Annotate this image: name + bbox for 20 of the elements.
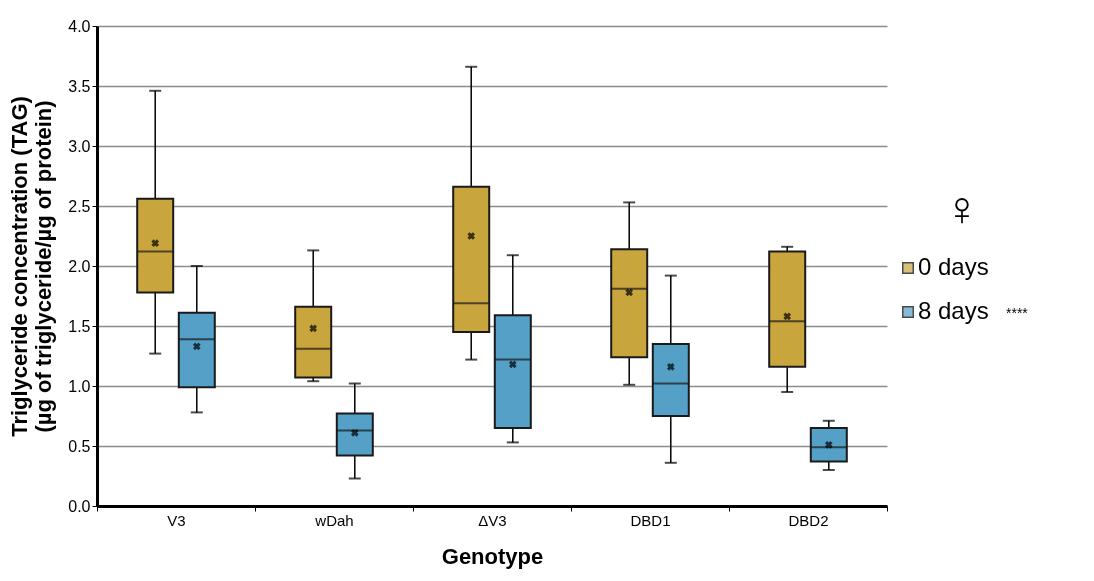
y-tick-label: 1.5 [68,317,91,335]
y-tick-label: 4.0 [68,17,91,35]
x-axis-title: Genotype [441,543,544,569]
legend-label: 8 days [918,297,989,324]
y-tick-label: 3.5 [68,77,91,95]
y-tick-label: 0.5 [68,437,91,455]
legend-title: ♀ [944,182,980,235]
y-tick-label: 0.0 [68,497,91,515]
y-tick-label: 2.0 [68,257,91,275]
x-tick-label: DBD1 [630,511,671,529]
x-tick-label: wDah [314,511,354,529]
y-tick-label: 1.0 [68,377,91,395]
text: **** [1006,305,1029,321]
x-tick-label: ΔV3 [478,511,507,529]
legend-label: 0 days [918,253,989,280]
x-tick-label: DBD2 [788,511,829,529]
x-tick-label: V3 [167,511,186,529]
y-tick-label: 3.0 [68,137,91,155]
y-axis-title: Triglyceride concentration (TAG) (µg of triglyceride/µg of protein) [7,96,57,437]
y-tick-label: 2.5 [68,197,91,215]
